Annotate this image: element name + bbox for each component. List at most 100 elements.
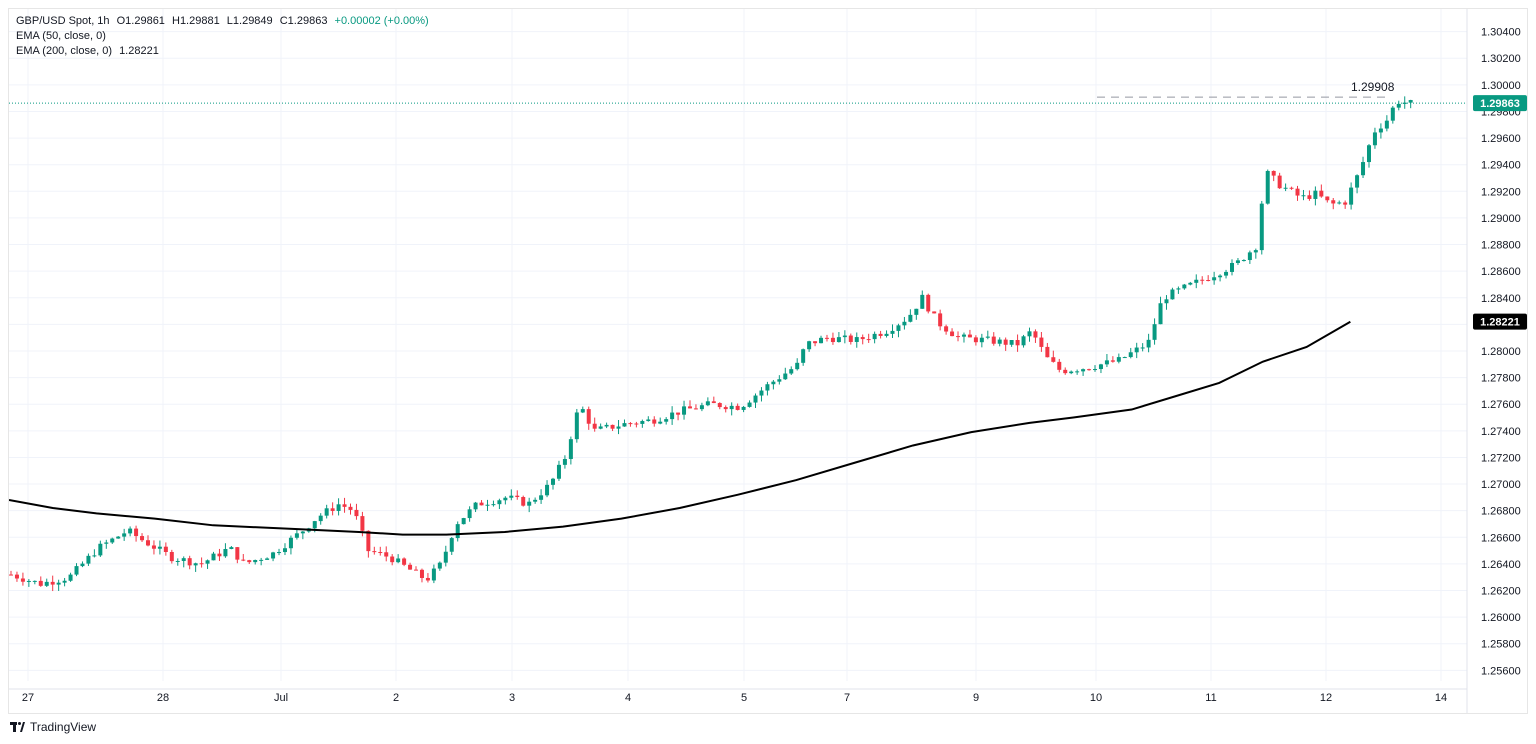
candle-body [1218,275,1223,278]
candle-body [408,564,413,570]
y-tick-label: 1.27800 [1481,373,1521,385]
chart-frame[interactable]: 1.30400 1.30200 1.30000 1.29800 1.29600 1.294… [8,8,1528,714]
candle-body [1188,282,1193,285]
candle-body [884,333,889,336]
candle-body [568,439,573,459]
current-price-tag [1473,95,1527,112]
candle-body [431,568,436,581]
candle-body [20,578,25,582]
candle-body [1057,361,1062,370]
candle-body [110,538,115,543]
candle-body [956,336,961,338]
candle-body [1283,187,1288,189]
candle-body [330,508,335,511]
candle-body [80,563,85,567]
candle-body [318,515,323,522]
candle-body [1331,200,1336,204]
candle-body [640,421,645,424]
ema-price-tag [1473,313,1527,330]
candle-body [824,337,829,339]
candle-body [604,424,609,427]
current-price-label: 1.29863 [1480,98,1520,110]
candle-body [1009,340,1014,345]
candle-body [759,390,764,396]
candle-body [664,419,669,422]
candle-body [1355,175,1360,188]
candle-body [473,502,478,510]
y-tick-label: 1.26200 [1481,586,1521,598]
y-tick-label: 1.26400 [1481,559,1521,571]
candle-body [747,402,752,407]
candle-body [1110,360,1115,362]
y-tick-label: 1.29400 [1481,160,1521,172]
candle-body [634,423,639,425]
x-tick-label: Jul [274,692,288,704]
candle-body [390,556,395,563]
candle-body [1325,196,1330,201]
candle-body [312,521,317,529]
candle-body [836,337,841,343]
candle-body [1301,195,1306,197]
candle-body [1271,170,1276,176]
candle-body [378,552,383,554]
y-tick-label: 1.27200 [1481,452,1521,464]
candle-body [211,553,216,561]
candle-body [205,560,210,564]
candle-body [467,509,472,519]
candle-body [26,580,31,582]
candle-body [765,384,770,391]
y-tick-label: 1.27000 [1481,479,1521,491]
candle-body [586,409,591,424]
candle-body [1104,360,1109,365]
candle-body [145,540,150,546]
y-tick-label: 1.29200 [1481,186,1521,198]
ema50-label: EMA (50, close, 0) [16,30,106,42]
candle-body [1164,299,1169,304]
candle-body [1229,262,1234,272]
candle-body [509,495,514,498]
candle-body [1349,187,1354,205]
candle-body [1027,331,1032,337]
candle-body [819,337,824,344]
candle-body [985,336,990,338]
close-value: C1.29863 [279,15,328,27]
candle-body [562,458,567,465]
candle-body [872,333,877,340]
candle-body [1277,175,1282,189]
candle-body [402,558,407,565]
candle-body [1253,250,1258,253]
candle-body [140,536,145,541]
candle-body [419,569,424,578]
candle-body [658,421,663,424]
candle-body [848,335,853,342]
candle-body [14,574,19,579]
candle-body [920,294,925,309]
candle-body [300,531,305,534]
candle-body [294,533,299,538]
candle-body [98,543,103,556]
x-tick-label: 11 [1205,692,1216,704]
candle-body [1361,162,1366,176]
candle-body [187,558,192,566]
candle-body [32,580,37,582]
candle-body [1098,364,1103,370]
candle-body [38,580,43,586]
price-chart[interactable]: 1.304001.302001.300001.298001.296001.294… [9,9,1527,713]
candle-body [1343,202,1348,205]
candle-body [676,412,681,415]
candle-body [795,362,800,370]
candle-body [479,502,484,506]
candle-body [1408,100,1413,103]
ema200-row: EMA (200, close, 0) 1.28221 [16,44,433,59]
candle-body [92,555,97,557]
change-value: +0.00002 (+0.00%) [334,15,429,27]
candle-body [1087,369,1092,371]
ema200-label: EMA (200, close, 0) [16,45,112,57]
y-tick-label: 1.29000 [1481,213,1521,225]
candle-body [336,504,341,511]
candle-body [1337,202,1342,204]
candle-body [592,423,597,429]
candle-body [842,335,847,338]
y-tick-label: 1.28000 [1481,346,1521,358]
candle-body [979,337,984,343]
